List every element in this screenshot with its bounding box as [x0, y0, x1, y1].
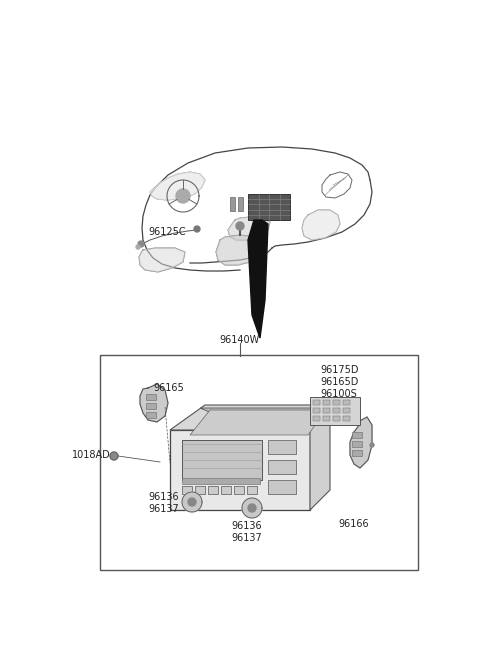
Text: 1018AD: 1018AD — [72, 450, 111, 460]
Polygon shape — [216, 235, 262, 265]
Bar — [310, 397, 360, 425]
Polygon shape — [242, 498, 262, 518]
Bar — [146, 403, 156, 409]
Bar — [333, 400, 340, 405]
Bar — [230, 197, 235, 211]
Bar — [268, 480, 296, 494]
Bar — [182, 440, 262, 480]
Text: 96100S: 96100S — [320, 389, 357, 399]
Bar — [343, 400, 350, 405]
Bar — [221, 486, 231, 494]
Bar — [100, 355, 418, 570]
Text: 96175D: 96175D — [320, 365, 359, 375]
Polygon shape — [370, 443, 374, 447]
Bar — [195, 486, 205, 494]
Bar — [146, 394, 156, 400]
Bar — [182, 478, 260, 484]
Bar — [343, 408, 350, 413]
Polygon shape — [228, 217, 270, 240]
Bar — [238, 197, 243, 211]
Bar — [352, 450, 362, 456]
Text: 96136: 96136 — [231, 521, 262, 531]
Polygon shape — [188, 498, 196, 506]
Polygon shape — [138, 241, 144, 247]
Polygon shape — [139, 248, 185, 272]
Bar — [146, 412, 156, 418]
Bar — [247, 486, 257, 494]
Bar — [313, 416, 320, 421]
Polygon shape — [170, 405, 330, 430]
Polygon shape — [200, 408, 324, 413]
Bar — [343, 416, 350, 421]
Polygon shape — [182, 492, 202, 512]
Bar — [313, 408, 320, 413]
Bar — [323, 416, 330, 421]
Polygon shape — [170, 430, 310, 510]
Polygon shape — [302, 210, 340, 240]
Text: 96165D: 96165D — [320, 377, 359, 387]
Polygon shape — [248, 504, 256, 512]
Polygon shape — [236, 222, 244, 230]
Polygon shape — [136, 245, 140, 249]
Polygon shape — [176, 189, 190, 203]
Text: 96137: 96137 — [231, 533, 262, 543]
Bar — [234, 486, 244, 494]
Polygon shape — [110, 452, 118, 460]
Text: 96137: 96137 — [148, 504, 179, 514]
Bar — [248, 194, 290, 220]
Text: 96136: 96136 — [148, 492, 179, 502]
Text: 96125C: 96125C — [148, 227, 186, 237]
Text: 96166: 96166 — [338, 519, 369, 529]
Bar — [182, 486, 192, 494]
Polygon shape — [194, 226, 200, 232]
Bar — [352, 432, 362, 438]
Polygon shape — [190, 410, 326, 435]
Polygon shape — [310, 405, 330, 510]
Bar — [208, 486, 218, 494]
Polygon shape — [248, 220, 268, 338]
Bar — [268, 460, 296, 474]
Text: 96165: 96165 — [153, 383, 184, 393]
Bar — [333, 416, 340, 421]
Polygon shape — [140, 384, 168, 422]
Bar — [333, 408, 340, 413]
Polygon shape — [150, 172, 205, 200]
Bar — [323, 400, 330, 405]
Polygon shape — [350, 417, 372, 468]
Bar — [268, 440, 296, 454]
Bar — [323, 408, 330, 413]
Bar — [313, 400, 320, 405]
Bar — [352, 441, 362, 447]
Text: 96140W: 96140W — [220, 335, 260, 345]
